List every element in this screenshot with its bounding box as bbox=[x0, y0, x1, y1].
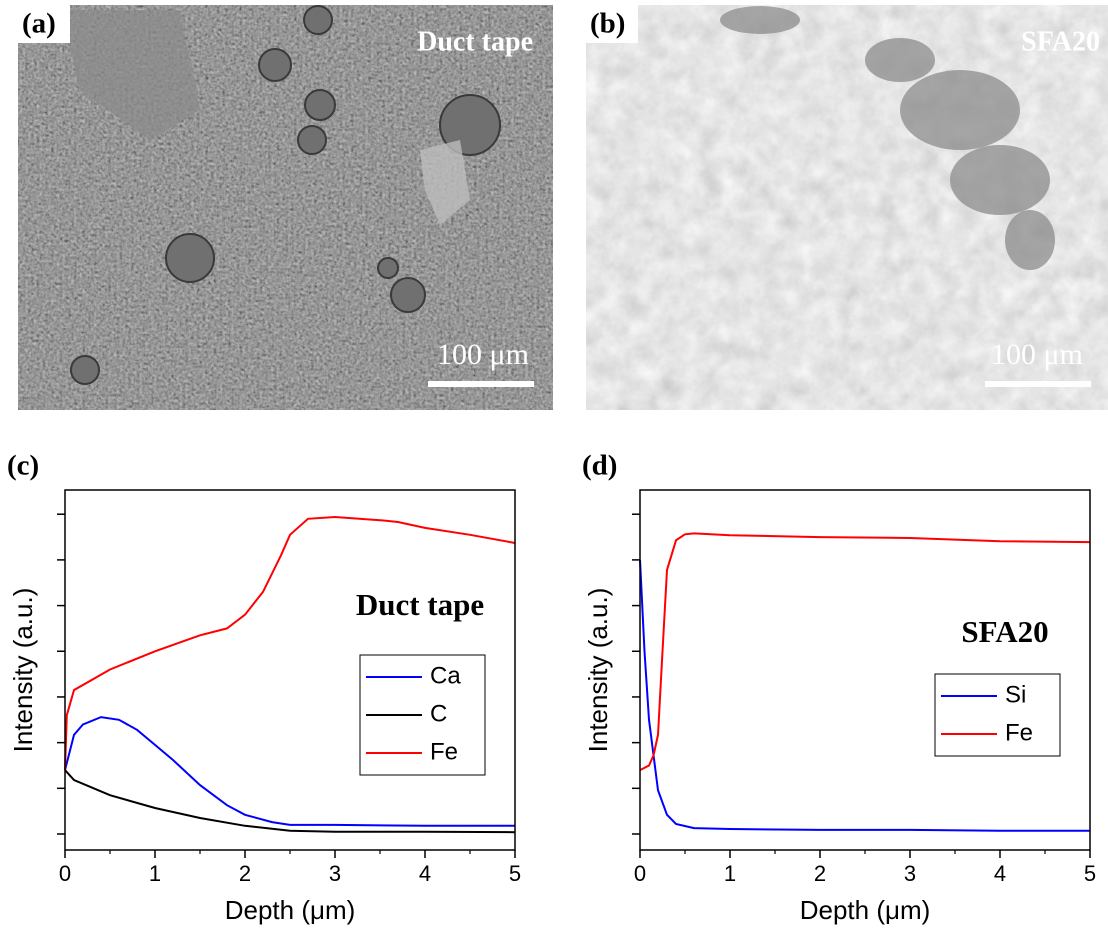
x-tick-label: 2 bbox=[814, 861, 826, 886]
x-tick-label: 2 bbox=[239, 861, 251, 886]
legend-label: Fe bbox=[1005, 719, 1033, 746]
x-tick-label: 0 bbox=[634, 861, 646, 886]
panel-label: (b) bbox=[590, 8, 625, 40]
x-tick-label: 1 bbox=[724, 861, 736, 886]
plot-frame bbox=[640, 490, 1090, 850]
x-tick-label: 4 bbox=[419, 861, 431, 886]
annotation: SFA20 bbox=[961, 614, 1048, 649]
legend-box bbox=[935, 674, 1060, 756]
x-tick-label: 5 bbox=[1084, 861, 1096, 886]
scale-bar-label: 100 μm bbox=[991, 338, 1083, 371]
figure: (a) Duct tape 100 μm (b) SFA20 100 μm (c… bbox=[0, 0, 1108, 933]
legend: Ca C Fe bbox=[360, 655, 485, 775]
panel-label: (a) bbox=[22, 8, 56, 40]
image-caption: Duct tape bbox=[417, 26, 533, 57]
panel-label: (d) bbox=[582, 450, 617, 482]
legend-label: C bbox=[430, 700, 447, 727]
legend-label: Fe bbox=[430, 738, 458, 765]
scale-bar bbox=[985, 381, 1091, 387]
x-axis-label: Depth (μm) bbox=[800, 895, 931, 925]
sem-image-a: (a) Duct tape 100 μm bbox=[18, 5, 553, 410]
page: (a) Duct tape 100 μm (b) SFA20 100 μm (c… bbox=[0, 0, 1108, 933]
x-tick-label: 3 bbox=[329, 861, 341, 886]
legend-label: Si bbox=[1005, 681, 1026, 708]
legend: Si Fe bbox=[935, 674, 1060, 756]
scale-bar-label: 100 μm bbox=[437, 338, 529, 371]
x-axis-label: Depth (μm) bbox=[225, 895, 356, 925]
y-axis-label: Intensity (a.u.) bbox=[583, 588, 613, 753]
x-tick-label: 1 bbox=[149, 861, 161, 886]
legend-label: Ca bbox=[430, 662, 461, 689]
x-tick-label: 0 bbox=[59, 861, 71, 886]
x-tick-label: 5 bbox=[509, 861, 521, 886]
sem-image-b: (b) SFA20 100 μm bbox=[586, 5, 1108, 410]
scale-bar bbox=[428, 381, 534, 387]
y-axis-label: Intensity (a.u.) bbox=[8, 588, 38, 753]
x-tick-label: 4 bbox=[994, 861, 1006, 886]
image-caption: SFA20 bbox=[1021, 26, 1100, 57]
line-chart: (d) 0 1 2 3 4 5 Depth (μm) Intensity (a.u.) SFA20… bbox=[582, 450, 1096, 925]
x-tick-label: 3 bbox=[904, 861, 916, 886]
panel-label: (c) bbox=[7, 450, 39, 482]
annotation: Duct tape bbox=[356, 587, 484, 622]
line-chart: (c) 0 1 2 3 4 5 Depth (μm) Intensity (a.u.) Duct … bbox=[7, 450, 521, 925]
series-line bbox=[65, 770, 515, 832]
